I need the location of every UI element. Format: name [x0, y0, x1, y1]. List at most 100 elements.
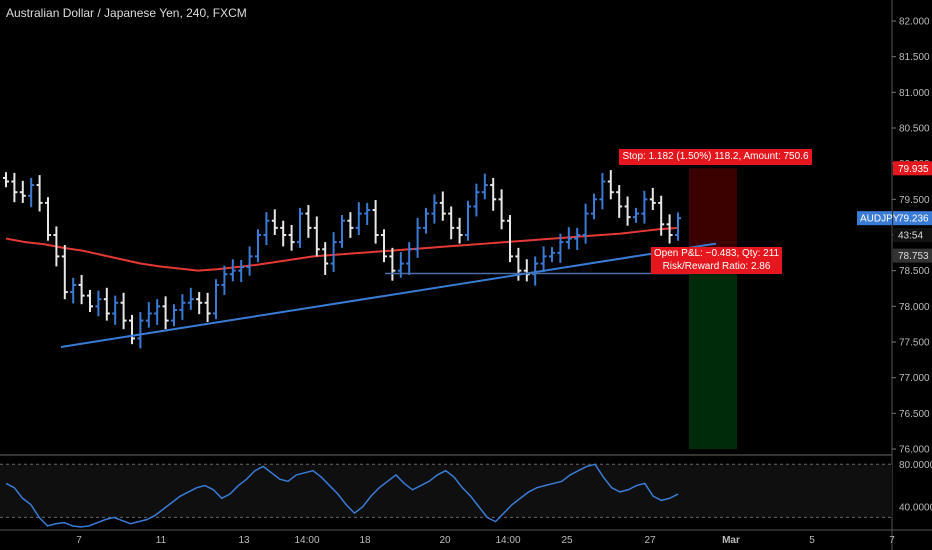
ohlc-bar — [565, 227, 572, 250]
ohlc-bar — [649, 187, 656, 211]
ohlc-bar — [574, 227, 581, 250]
ohlc-bar — [624, 196, 631, 226]
y-tick-label: 82.000 — [899, 17, 930, 28]
ohlc-bar — [658, 195, 665, 236]
ohlc-bar — [431, 194, 438, 224]
moving-average-line — [5, 226, 679, 272]
ohlc-bar — [120, 292, 127, 330]
ohlc-bar — [3, 172, 9, 188]
ohlc-bar — [280, 220, 287, 247]
x-tick-label: 7 — [76, 535, 82, 546]
ohlc-bar — [297, 207, 303, 248]
ohlc-bar — [129, 314, 135, 345]
stop-zone — [689, 168, 737, 253]
ohlc-bar — [448, 206, 455, 240]
ohlc-bar — [473, 183, 480, 217]
ohlc-bar — [330, 232, 337, 273]
ohlc-bar — [87, 289, 93, 313]
ohlc-bar — [255, 229, 261, 263]
ohlc-bar — [78, 274, 85, 305]
stop-label[interactable]: Stop: 1.182 (1.50%) 118.2, Amount: 750.6 — [619, 149, 812, 165]
ohlc-bar — [355, 202, 362, 235]
ohlc-bar — [507, 215, 513, 263]
x-tick-label: 13 — [238, 535, 250, 546]
x-tick-label: 7 — [889, 535, 895, 546]
rsi-line — [5, 463, 679, 528]
ohlc-bar — [103, 287, 110, 321]
ohlc-bar — [389, 247, 396, 281]
stop-price-tag-text: 79.935 — [898, 164, 929, 175]
x-tick-label: 5 — [809, 535, 815, 546]
ohlc-bar — [221, 265, 228, 295]
ohlc-bar — [179, 294, 186, 320]
stop-price-tag: 79.935 — [893, 161, 932, 176]
ohlc-bar — [498, 189, 505, 230]
ohlc-bar — [549, 247, 555, 263]
ohlc-bar — [271, 209, 278, 235]
pnl-label[interactable]: Open P&L: −0.483, Qty: 211 Risk/Reward R… — [651, 247, 782, 274]
y-tick-label: 77.000 — [899, 373, 930, 384]
y-tick-label: 79.500 — [899, 195, 930, 206]
stop-price-tag-bg — [893, 161, 932, 176]
ohlc-bar — [582, 203, 589, 244]
ohlc-bar — [406, 242, 413, 275]
countdown-tag: 43:54 — [893, 228, 932, 243]
rsi-tick-label: 40.0000 — [899, 502, 932, 513]
ohlc-bar — [322, 242, 329, 275]
symbol-tag-text: AUDJPY — [860, 214, 900, 225]
entry-price-tag-bg — [893, 248, 932, 263]
ohlc-bar — [381, 229, 387, 263]
x-tick-label: 27 — [644, 535, 656, 546]
ohlc-bar — [641, 190, 648, 224]
chart-title: Australian Dollar / Japanese Yen, 240, F… — [6, 6, 247, 20]
y-tick-label: 81.000 — [899, 88, 930, 99]
ohlc-bar — [591, 193, 597, 220]
ohlc-bar — [439, 191, 446, 221]
ohlc-bar — [112, 295, 119, 325]
x-tick-label: 14:00 — [294, 535, 319, 546]
ohlc-bar — [607, 170, 614, 200]
ohlc-bar — [557, 233, 564, 263]
ohlc-bar — [28, 177, 35, 208]
ohlc-bar — [19, 180, 26, 203]
y-tick-label: 77.500 — [899, 338, 930, 349]
ohlc-bar — [137, 312, 144, 349]
ohlc-bar — [372, 200, 379, 244]
ohlc-bar — [154, 299, 161, 325]
ohlc-bar — [456, 217, 463, 244]
ohlc-bar — [414, 217, 421, 258]
ohlc-bar — [599, 172, 606, 210]
ohlc-bar — [364, 202, 371, 226]
ohlc-bar — [213, 279, 219, 320]
y-tick-label: 80.500 — [899, 124, 930, 135]
ohlc-bar — [196, 292, 203, 315]
ohlc-bar — [633, 207, 639, 223]
ohlc-bar — [61, 244, 68, 300]
ohlc-bar — [339, 215, 345, 248]
ohlc-bar — [263, 212, 270, 245]
ohlc-bar — [238, 259, 245, 283]
ohlc-bar — [313, 216, 320, 257]
y-tick-label: 76.000 — [899, 445, 930, 456]
x-tick-label: Mar — [722, 535, 740, 546]
y-tick-label: 81.500 — [899, 52, 930, 63]
last-price-tag: 79.236 — [893, 211, 932, 226]
y-tick-label: 78.000 — [899, 302, 930, 313]
pnl-text: Open P&L: −0.483, Qty: 211 — [653, 248, 780, 259]
ohlc-bar — [465, 200, 471, 241]
trendline — [60, 242, 717, 348]
target-zone — [689, 252, 737, 449]
x-tick-label: 18 — [359, 535, 371, 546]
ohlc-bar — [11, 172, 18, 203]
ohlc-bar — [490, 177, 497, 211]
countdown-tag-text: 43:54 — [898, 231, 923, 242]
x-tick-label: 20 — [439, 535, 451, 546]
symbol-tag-bg — [857, 211, 892, 226]
ohlc-bar — [246, 246, 253, 276]
ohlc-bar — [523, 259, 530, 282]
rr-text: Risk/Reward Ratio: 2.86 — [662, 261, 771, 272]
x-tick-label: 25 — [561, 535, 573, 546]
ohlc-bar — [616, 185, 623, 218]
x-tick-label: 11 — [156, 535, 167, 546]
